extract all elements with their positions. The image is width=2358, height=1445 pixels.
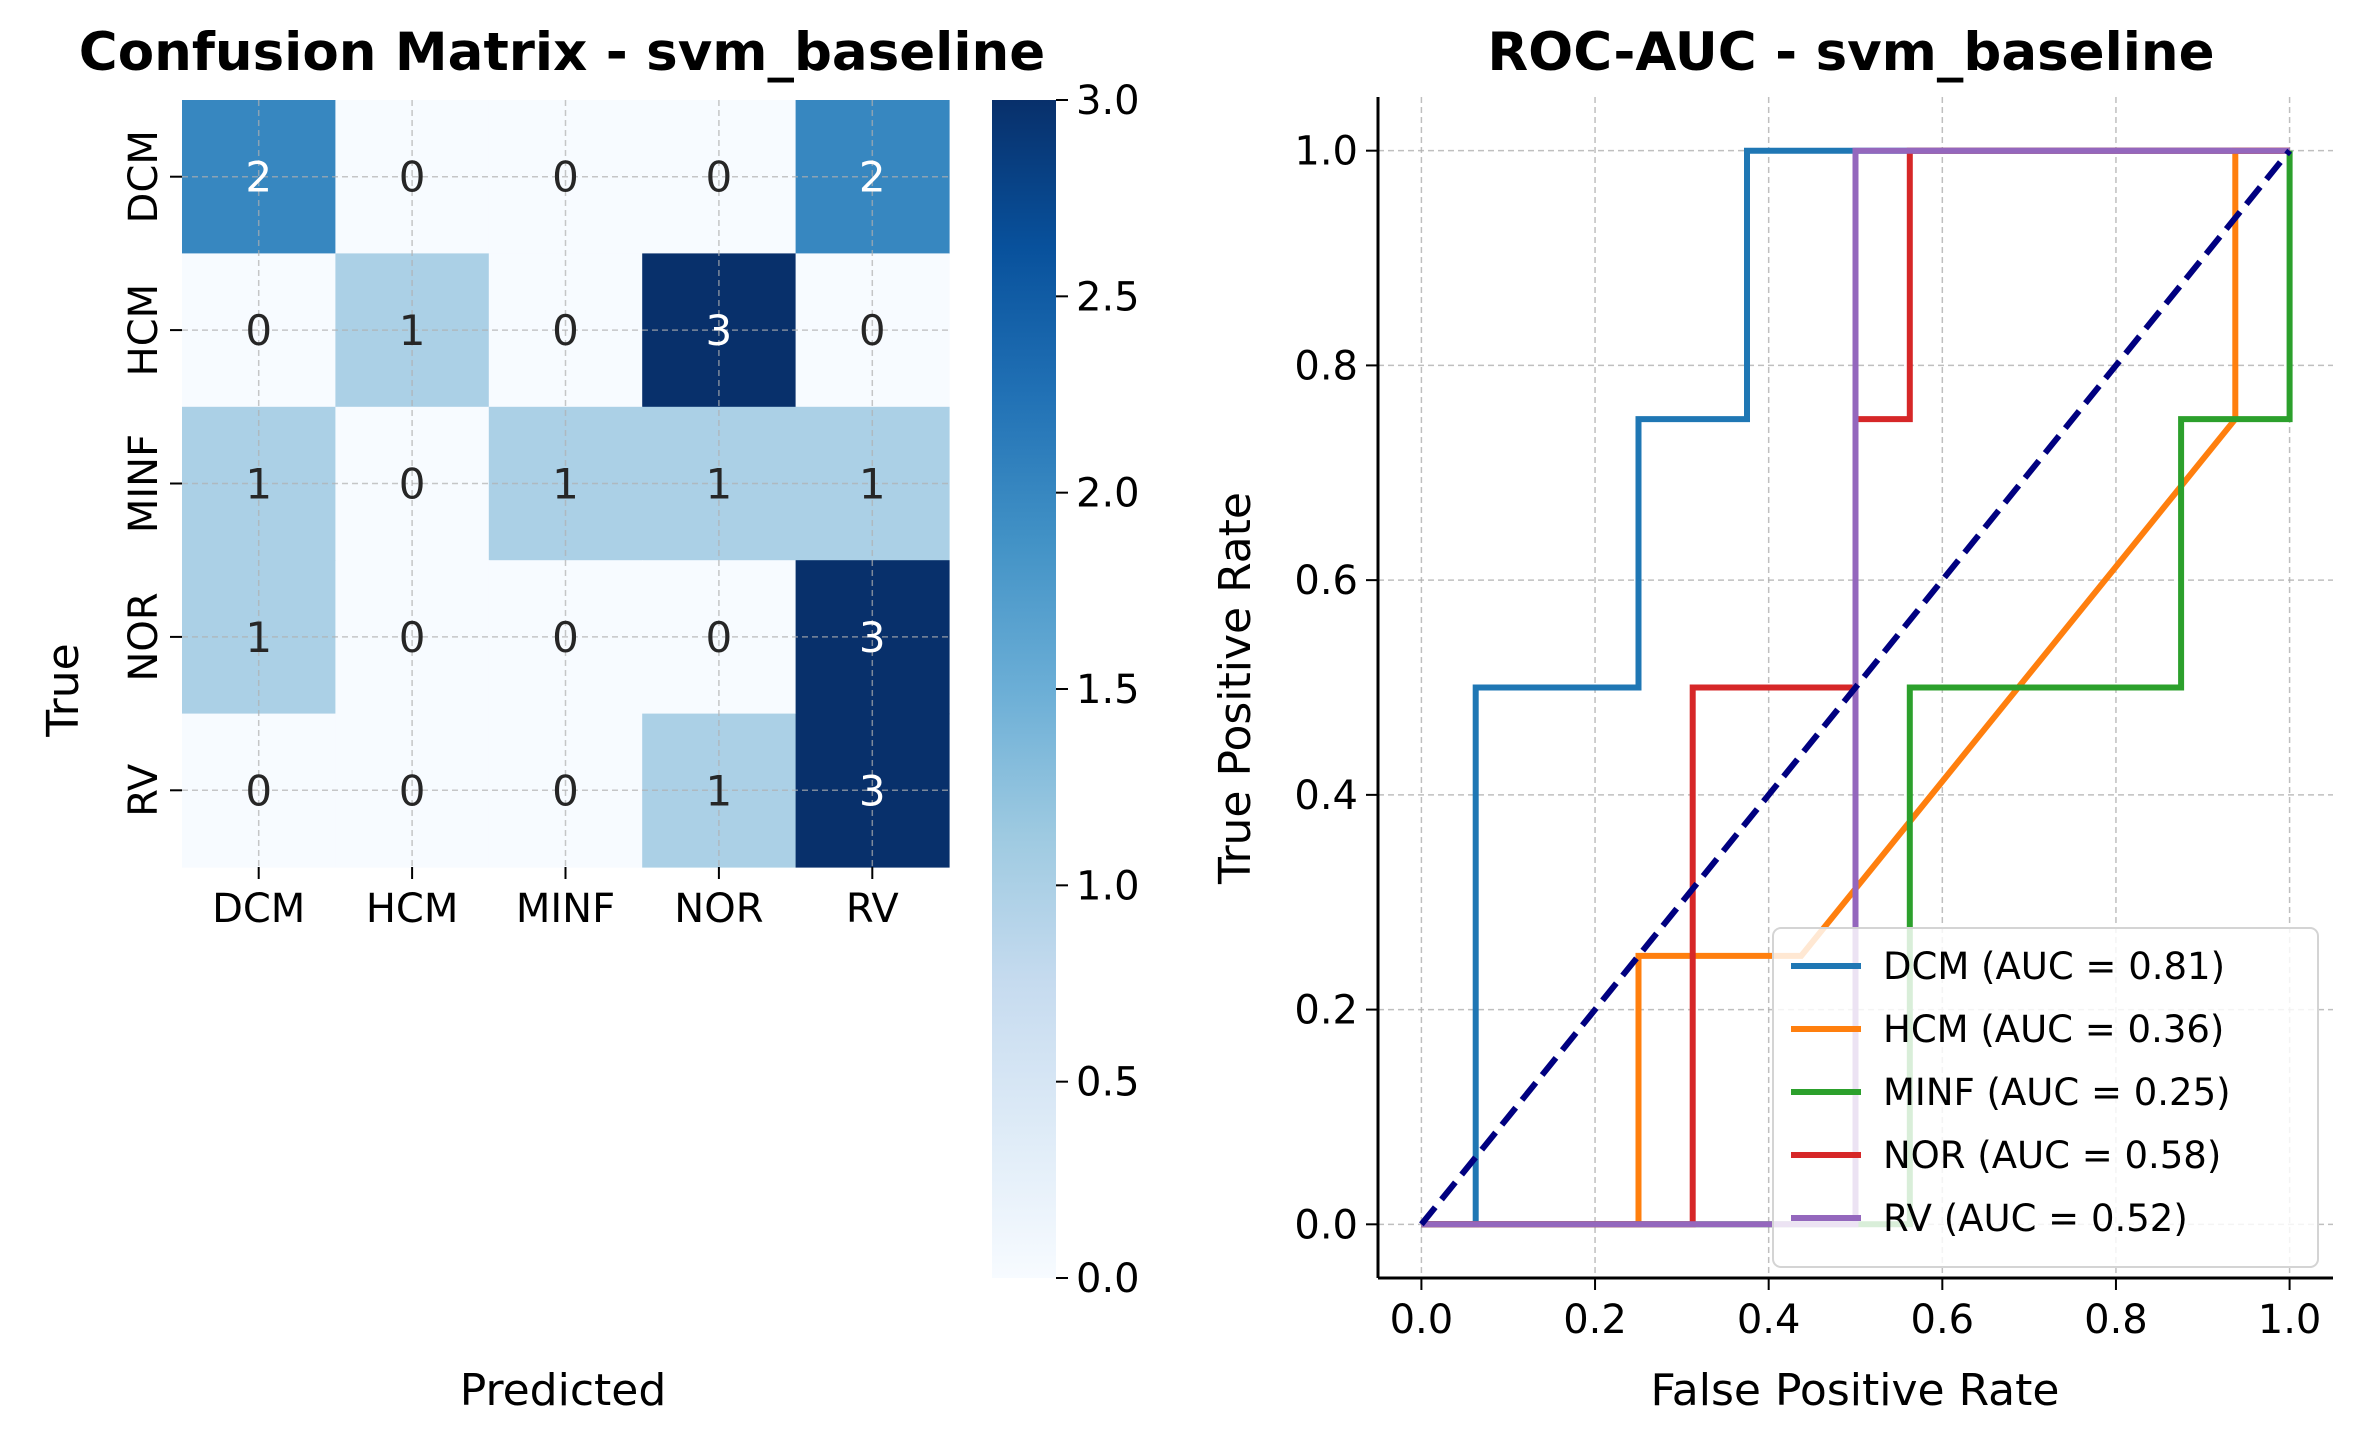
roc-x-ticks: 0.0 0.2 0.4 0.6 0.8 1.0 xyxy=(1390,1278,2322,1343)
heatmap-x-axis-label: Predicted xyxy=(460,1365,667,1416)
roc-y-tick-label: 0.2 xyxy=(1294,988,1358,1034)
roc-x-tick-label: 0.0 xyxy=(1390,1297,1454,1343)
heatmap-annotations: 2 0 0 0 2 0 1 0 3 0 1 0 1 1 1 1 0 0 0 3 0 0 0 1 3 xyxy=(245,153,885,816)
heatmap-cell-value: 0 xyxy=(552,613,579,662)
heatmap-cell-value: 1 xyxy=(399,306,426,355)
roc-y-tick-label: 0.4 xyxy=(1294,773,1358,819)
heatmap-cell-value: 0 xyxy=(245,306,272,355)
heatmap-cell-value: 0 xyxy=(552,306,579,355)
legend-label: MINF (AUC = 0.25) xyxy=(1883,1071,2231,1114)
colorbar-tick-label: 2.5 xyxy=(1076,274,1140,320)
heatmap-cell-value: 0 xyxy=(552,153,579,202)
heatmap-y-tick-label: MINF xyxy=(121,434,167,533)
heatmap-cell-value: 0 xyxy=(552,766,579,815)
heatmap-cell-value: 0 xyxy=(399,613,426,662)
heatmap-gridlines xyxy=(182,100,949,867)
heatmap-cell-value: 3 xyxy=(859,613,886,662)
roc-x-tick-label: 0.4 xyxy=(1737,1297,1801,1343)
legend-label: NOR (AUC = 0.58) xyxy=(1883,1134,2221,1177)
heatmap-x-tick-label: HCM xyxy=(366,886,459,932)
roc-x-tick-label: 1.0 xyxy=(2258,1297,2322,1343)
heatmap-y-ticks: DCM HCM MINF NOR RV xyxy=(121,130,182,817)
heatmap-x-tick-label: DCM xyxy=(212,886,305,932)
heatmap-cell-value: 1 xyxy=(552,460,579,509)
heatmap-cell-value: 0 xyxy=(399,460,426,509)
colorbar-tick-label: 0.5 xyxy=(1076,1060,1140,1106)
colorbar-tick-label: 2.0 xyxy=(1076,471,1140,517)
colorbar-ticks: 0.0 0.5 1.0 1.5 2.0 2.5 3.0 xyxy=(1056,78,1140,1302)
heatmap-x-ticks: DCM HCM MINF NOR RV xyxy=(212,867,899,932)
heatmap-cell-value: 0 xyxy=(706,613,733,662)
heatmap-cell-value: 1 xyxy=(706,460,733,509)
heatmap-cell-value: 2 xyxy=(859,153,886,202)
heatmap-x-tick-label: MINF xyxy=(516,886,615,932)
roc-y-tick-label: 1.0 xyxy=(1294,129,1358,175)
heatmap-cell-value: 1 xyxy=(859,460,886,509)
heatmap-cell-value: 0 xyxy=(706,153,733,202)
colorbar xyxy=(992,100,1056,1278)
colorbar-tick-label: 0.0 xyxy=(1076,1256,1140,1302)
roc-y-ticks: 0.0 0.2 0.4 0.6 0.8 1.0 xyxy=(1294,129,1378,1248)
roc-x-tick-label: 0.2 xyxy=(1563,1297,1627,1343)
heatmap-x-tick-label: RV xyxy=(846,886,900,932)
heatmap-y-tick-label: NOR xyxy=(121,592,167,681)
heatmap-cell-value: 2 xyxy=(245,153,272,202)
heatmap-x-tick-label: NOR xyxy=(674,886,763,932)
legend-label: DCM (AUC = 0.81) xyxy=(1883,945,2225,988)
roc-x-tick-label: 0.6 xyxy=(1911,1297,1975,1343)
roc-panel: ROC-AUC - svm_baseline 0.0 0.2 0.4 0.6 0.8 1.… xyxy=(1210,22,2333,1416)
legend-label: HCM (AUC = 0.36) xyxy=(1883,1008,2224,1051)
colorbar-tick-label: 1.0 xyxy=(1076,863,1140,909)
confusion-matrix-panel: Confusion Matrix - svm_baseline 2 0 0 0 2 0 1 0… xyxy=(38,22,1140,1416)
colorbar-tick-label: 1.5 xyxy=(1076,667,1140,713)
legend-box xyxy=(1772,927,2319,1268)
heatmap-cell-value: 1 xyxy=(245,460,272,509)
heatmap-cell-value: 3 xyxy=(706,306,733,355)
roc-y-tick-label: 0.0 xyxy=(1294,1202,1358,1248)
heatmap-y-tick-label: DCM xyxy=(121,130,167,223)
heatmap-cell-value: 3 xyxy=(859,766,886,815)
roc-y-axis-label: True Positive Rate xyxy=(1210,492,1261,885)
legend-label: RV (AUC = 0.52) xyxy=(1883,1197,2188,1240)
roc-chance-diagonal xyxy=(1419,148,2292,1227)
roc-y-tick-label: 0.8 xyxy=(1294,343,1358,389)
confusion-matrix-title: Confusion Matrix - svm_baseline xyxy=(79,22,1045,83)
heatmap-cell-value: 1 xyxy=(245,613,272,662)
heatmap-cell-value: 0 xyxy=(859,306,886,355)
roc-legend: DCM (AUC = 0.81) HCM (AUC = 0.36) MINF (AU… xyxy=(1772,927,2319,1268)
roc-x-tick-label: 0.8 xyxy=(2084,1297,2148,1343)
heatmap-y-axis-label: True xyxy=(38,643,89,737)
heatmap-cell-value: 0 xyxy=(245,766,272,815)
heatmap-cell-value: 0 xyxy=(399,153,426,202)
roc-curve-dcm xyxy=(1421,147,2290,1228)
roc-title: ROC-AUC - svm_baseline xyxy=(1487,22,2214,83)
roc-y-tick-label: 0.6 xyxy=(1294,558,1358,604)
colorbar-tick-label: 3.0 xyxy=(1076,78,1140,124)
heatmap-cell-value: 1 xyxy=(706,766,733,815)
heatmap-y-tick-label: RV xyxy=(121,763,167,817)
heatmap-y-tick-label: HCM xyxy=(121,284,167,377)
heatmap-cell-value: 0 xyxy=(399,766,426,815)
roc-x-axis-label: False Positive Rate xyxy=(1651,1365,2060,1416)
